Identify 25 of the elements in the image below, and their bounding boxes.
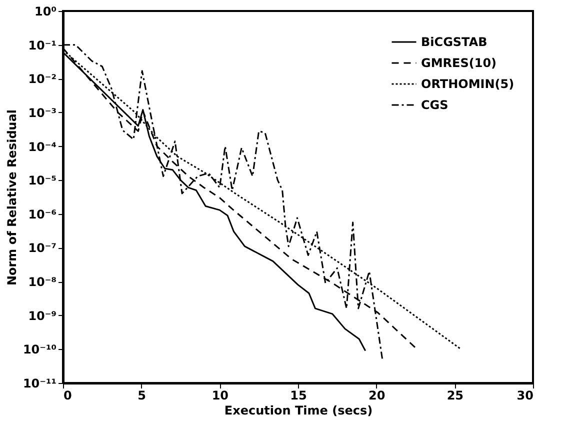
y-tick-label: 10⁻² — [28, 72, 56, 86]
x-tick-label: 15 — [290, 388, 307, 402]
x-tick-label: 0 — [64, 388, 72, 402]
legend-label: CGS — [421, 98, 448, 112]
y-tick-label: 10⁻⁹ — [28, 308, 56, 323]
y-tick-label: 10⁰ — [34, 4, 56, 18]
x-tick-label: 10 — [212, 388, 229, 402]
y-tick-label: 10⁻¹ — [28, 38, 56, 52]
y-tick-label: 10⁻³ — [28, 106, 56, 120]
y-tick-label: 10⁻⁷ — [28, 241, 56, 256]
x-tick-label: 5 — [138, 388, 146, 402]
legend-label: GMRES(10) — [421, 56, 497, 70]
y-tick-label: 10⁻¹¹ — [22, 376, 56, 390]
x-tick-label: 25 — [446, 388, 464, 402]
y-tick-label: 10⁻⁴ — [28, 140, 56, 154]
y-tick-label: 10⁻⁵ — [28, 174, 56, 188]
legend-label: ORTHOMIN(5) — [421, 77, 514, 91]
y-tick-label: 10⁻¹⁰ — [22, 342, 56, 357]
y-tick-label: 10⁻⁶ — [28, 207, 56, 222]
legend-label: BiCGSTAB — [421, 35, 488, 49]
x-tick-label: 20 — [368, 388, 386, 402]
x-tick-label: 30 — [516, 388, 534, 402]
y-tick-label: 10⁻⁸ — [28, 275, 56, 290]
y-axis-title: Norm of Relative Residual — [4, 109, 19, 286]
x-axis-title: Execution Time (secs) — [224, 404, 373, 418]
